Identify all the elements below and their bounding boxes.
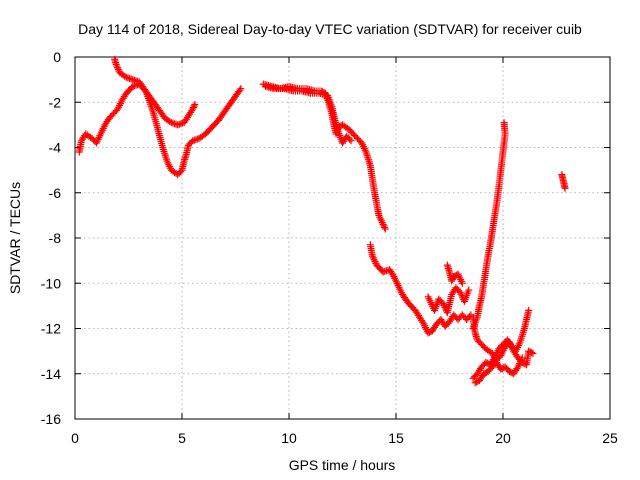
series-trace-g bbox=[443, 261, 466, 287]
data-point bbox=[347, 137, 355, 145]
data-point bbox=[513, 365, 521, 373]
data-point bbox=[346, 135, 354, 143]
x-tick-label: 10 bbox=[281, 430, 297, 446]
x-tick-label: 5 bbox=[178, 430, 186, 446]
data-point bbox=[190, 102, 198, 110]
data-point bbox=[525, 306, 533, 314]
y-tick-label: -2 bbox=[49, 94, 62, 110]
data-point bbox=[465, 286, 473, 294]
series-trace-j bbox=[469, 306, 533, 382]
grid bbox=[75, 57, 610, 419]
data-point bbox=[237, 85, 245, 93]
series-trace-h bbox=[469, 119, 509, 332]
chart-title: Day 114 of 2018, Sidereal Day-to-day VTE… bbox=[78, 21, 582, 37]
y-tick-label: -6 bbox=[49, 185, 62, 201]
y-tick-label: -12 bbox=[41, 321, 61, 337]
data-point bbox=[389, 271, 397, 279]
series-trace-f bbox=[424, 284, 473, 317]
data-point bbox=[518, 354, 526, 362]
data-point bbox=[561, 184, 569, 192]
data-point bbox=[448, 277, 456, 285]
data-point bbox=[500, 119, 508, 127]
data-point bbox=[189, 104, 197, 112]
series-trace-k bbox=[471, 354, 526, 387]
data-point bbox=[166, 117, 174, 125]
data-point bbox=[419, 318, 427, 326]
y-tick-label: -8 bbox=[49, 230, 62, 246]
y-tick-label: -10 bbox=[41, 275, 61, 291]
data-point bbox=[379, 220, 387, 228]
y-tick-label: -16 bbox=[41, 411, 61, 427]
data-point bbox=[236, 86, 244, 94]
series-trace-l bbox=[558, 171, 569, 192]
data-point bbox=[380, 222, 388, 230]
data-point bbox=[121, 72, 129, 80]
data-marks bbox=[75, 55, 569, 387]
x-tick-label: 0 bbox=[71, 430, 79, 446]
data-point bbox=[191, 101, 199, 109]
x-tick-label: 20 bbox=[495, 430, 511, 446]
y-axis-label: SDTVAR / TECUs bbox=[7, 182, 23, 294]
data-point bbox=[465, 312, 473, 320]
series-trace-a bbox=[75, 80, 199, 156]
x-tick-label: 15 bbox=[388, 430, 404, 446]
series-trace-e bbox=[366, 241, 475, 337]
y-tick-label: 0 bbox=[53, 49, 61, 65]
x-tick-label: 25 bbox=[602, 430, 618, 446]
data-point bbox=[189, 105, 197, 113]
data-point bbox=[381, 225, 389, 233]
x-axis-label: GPS time / hours bbox=[289, 457, 396, 473]
axis-ticks: 0 5 10 15 20 25 0 -2 -4 -6 -8 -10 -12 -14 -16 bbox=[41, 49, 618, 446]
data-point bbox=[114, 65, 122, 73]
data-point bbox=[448, 275, 456, 283]
y-tick-label: -14 bbox=[41, 366, 61, 382]
data-point bbox=[381, 223, 389, 231]
series-trace-d bbox=[261, 82, 355, 147]
data-point bbox=[529, 349, 537, 357]
data-point bbox=[114, 64, 122, 72]
data-point bbox=[113, 62, 121, 70]
series-trace-b bbox=[111, 55, 245, 179]
series-trace-c bbox=[259, 80, 389, 233]
y-tick-label: -4 bbox=[49, 140, 62, 156]
data-point bbox=[528, 349, 536, 357]
data-point bbox=[458, 279, 466, 287]
